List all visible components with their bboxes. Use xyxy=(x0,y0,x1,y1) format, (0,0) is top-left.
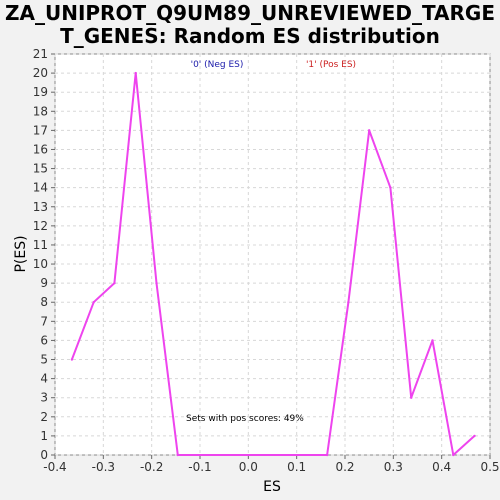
data-point xyxy=(367,129,371,132)
y-tick-label: 8 xyxy=(40,295,48,309)
y-tick-label: 20 xyxy=(33,66,48,80)
y-tick-label: 13 xyxy=(33,200,48,214)
data-point xyxy=(155,281,158,285)
legend-pos-es: '1' (Pos ES) xyxy=(306,60,356,70)
y-tick-label: 0 xyxy=(40,448,48,462)
y-tick-label: 12 xyxy=(33,219,48,233)
plot-area xyxy=(54,53,491,456)
y-tick-label: 15 xyxy=(33,162,48,176)
y-tick-label: 6 xyxy=(40,333,48,347)
data-point xyxy=(92,301,95,304)
data-point xyxy=(431,339,434,342)
x-tick-label: 0.4 xyxy=(432,460,451,474)
y-axis-label: P(ES) xyxy=(13,235,29,272)
x-tick-label: 0.1 xyxy=(287,460,306,474)
data-point xyxy=(113,281,116,285)
x-tick-label: -0.2 xyxy=(140,460,163,474)
y-tick-label: 11 xyxy=(33,238,48,252)
y-tick-label: 17 xyxy=(33,123,48,137)
y-tick-label: 21 xyxy=(33,47,48,61)
y-tick-label: 19 xyxy=(33,85,48,99)
chart-title-line-2: T_GENES: Random ES distribution xyxy=(60,24,440,48)
series-points xyxy=(70,71,476,457)
y-tick-label: 14 xyxy=(33,181,48,195)
grid-lines xyxy=(54,53,491,456)
data-point xyxy=(134,71,137,75)
data-point xyxy=(452,453,455,457)
x-tick-label: -0.3 xyxy=(92,460,115,474)
data-point xyxy=(473,434,476,438)
data-point xyxy=(70,358,74,361)
y-tick-label: 2 xyxy=(40,410,48,424)
x-axis-label: ES xyxy=(263,479,281,495)
data-point xyxy=(347,301,350,304)
pos-scores-annotation: Sets with pos scores: 49% xyxy=(186,414,304,424)
y-tick-label: 3 xyxy=(40,391,48,405)
y-tick-label: 1 xyxy=(40,429,48,443)
x-tick-label: 0.3 xyxy=(384,460,403,474)
data-point xyxy=(410,396,413,399)
y-tick-label: 18 xyxy=(33,104,48,118)
x-tick-label: 0.0 xyxy=(239,460,258,474)
axis-ticks: -0.4 -0.3 -0.2 -0.1 0.0 0.1 0.2 0.3 0.4 0.5012345… xyxy=(33,47,500,474)
series-line-es xyxy=(70,72,476,456)
y-tick-label: 7 xyxy=(40,314,48,328)
y-tick-label: 4 xyxy=(40,372,48,386)
y-tick-label: 10 xyxy=(33,257,48,271)
x-tick-label: -0.4 xyxy=(43,460,66,474)
x-tick-label: 0.5 xyxy=(480,460,499,474)
y-tick-label: 5 xyxy=(40,353,48,367)
data-point xyxy=(176,453,179,457)
data-point xyxy=(325,453,329,457)
legend-neg-es: '0' (Neg ES) xyxy=(191,60,244,70)
y-tick-label: 16 xyxy=(33,142,48,156)
y-tick-label: 9 xyxy=(40,276,48,290)
chart-title-line-1: ZA_UNIPROT_Q9UM89_UNREVIEWED_TARGE xyxy=(5,1,495,25)
data-point xyxy=(389,186,392,189)
x-tick-label: 0.2 xyxy=(335,460,354,474)
x-tick-label: -0.1 xyxy=(188,460,211,474)
